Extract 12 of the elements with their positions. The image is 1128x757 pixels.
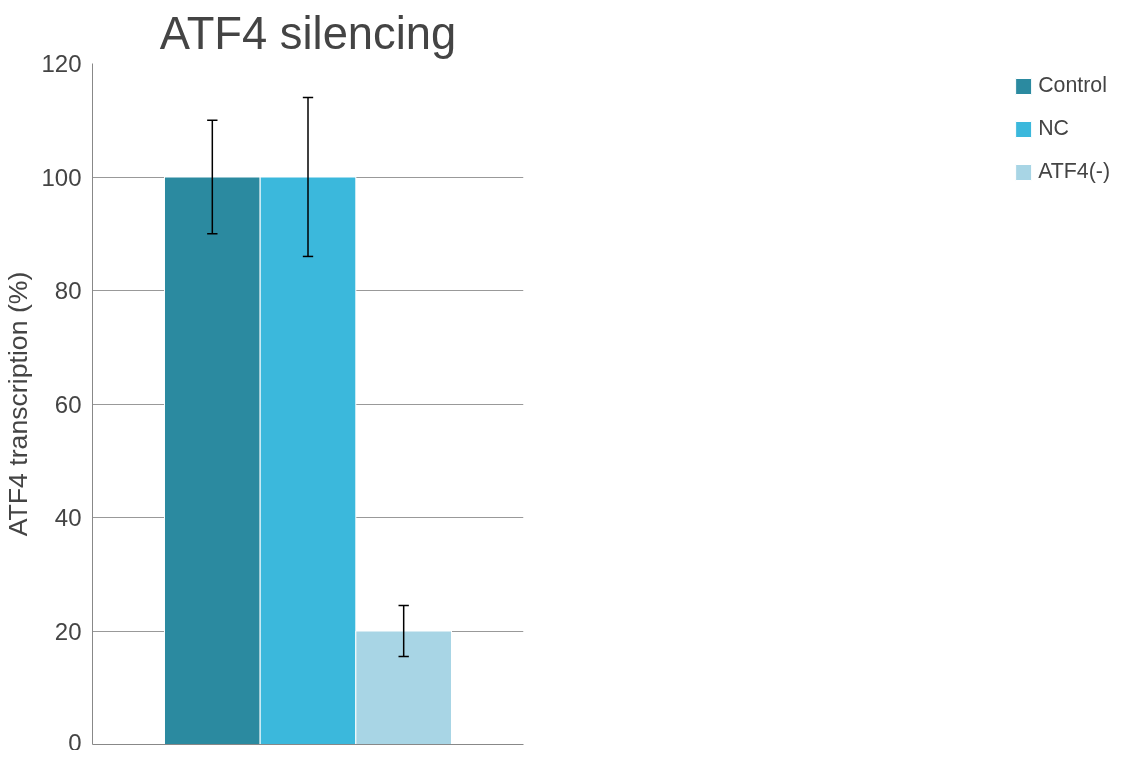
y-axis-title: ATF4 transcription (%) (3, 271, 34, 537)
legend-label: NC (1038, 116, 1069, 141)
legend-label: Control (1038, 73, 1107, 98)
chart-title: ATF4 silencing (159, 7, 457, 59)
y-tick-label: 40 (54, 504, 82, 531)
y-tick-label: 120 (41, 50, 82, 77)
y-tick-label: 0 (68, 728, 82, 756)
y-tick-label: 100 (41, 163, 82, 191)
legend-label: ATF4(-) (1038, 159, 1110, 184)
y-tick-label: 80 (54, 277, 82, 304)
y-tick-label: 60 (54, 390, 82, 418)
y-tick-label: 20 (54, 617, 82, 645)
